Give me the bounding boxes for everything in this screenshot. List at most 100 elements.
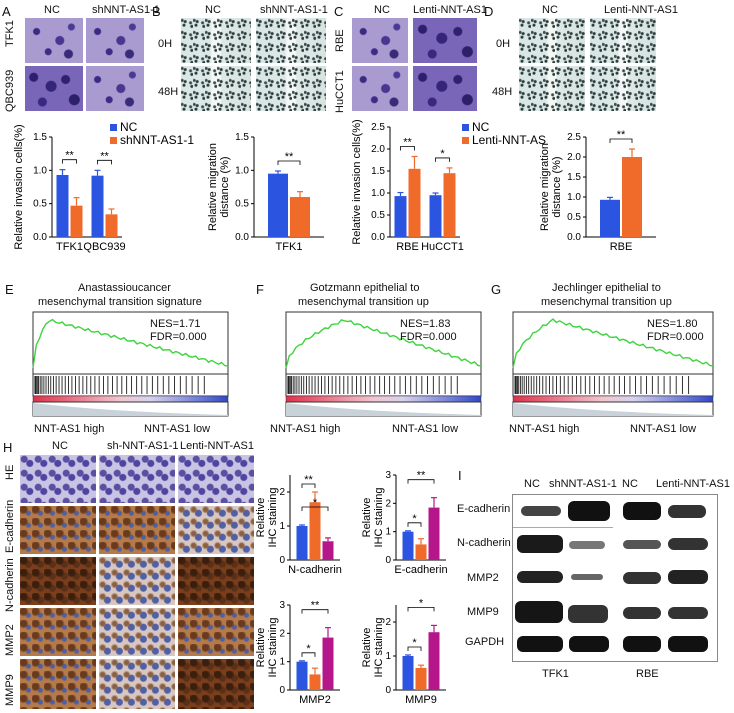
panel-h-col-lenti: Lenti-NNT-AS1 bbox=[180, 440, 254, 452]
significance-label: ** bbox=[304, 474, 313, 486]
ihc-mmp9-nc bbox=[20, 659, 96, 709]
scratch-image-48h-nc bbox=[181, 66, 251, 111]
invasion-image-tfk1-nc bbox=[25, 18, 83, 63]
panel-c-col-nc: NC bbox=[374, 4, 390, 16]
bar bbox=[415, 667, 427, 690]
bar bbox=[622, 157, 642, 237]
gsea-e-right: NNT-AS1 low bbox=[144, 423, 211, 435]
bar bbox=[443, 173, 456, 237]
y-axis-label: distance (%) bbox=[551, 156, 563, 217]
y-tick-label: 1 bbox=[385, 651, 391, 662]
y-tick-label: 1.0 bbox=[371, 188, 385, 199]
y-tick-label: 0.5 bbox=[371, 210, 385, 221]
gsea-e-fdr: FDR=0.000 bbox=[150, 331, 207, 343]
y-tick-label: 1 bbox=[279, 657, 285, 668]
x-tick-label: MMP2 bbox=[299, 694, 331, 706]
y-tick-label: 0.5 bbox=[33, 199, 47, 210]
y-axis-label: Relative bbox=[256, 498, 267, 538]
gsea-f-left: NNT-AS1 high bbox=[270, 423, 341, 435]
significance-bracket bbox=[407, 646, 422, 651]
gsea-g-title-2: mesenchymal transition up bbox=[541, 296, 672, 308]
panel-c-col-lenti: Lenti-NNT-AS1 bbox=[413, 4, 487, 16]
rank-gradient-bar bbox=[32, 395, 229, 403]
legend-swatch bbox=[110, 137, 117, 144]
panel-h-row-mmp9: MMP9 bbox=[4, 674, 16, 706]
blot-row-ncad: N-cadherin bbox=[457, 537, 511, 549]
significance-bracket bbox=[301, 506, 329, 511]
legend-label: shNNT-AS1-1 bbox=[120, 133, 194, 147]
gsea-e-title-1: Anastassioucancer bbox=[78, 282, 171, 294]
y-tick-label: 1 bbox=[279, 521, 285, 532]
y-axis-label: Relative migration bbox=[539, 143, 551, 231]
blot-group-tfk1: TFK1 bbox=[542, 668, 569, 680]
panel-a-col-sh: shNNT-AS1-1 bbox=[92, 4, 160, 16]
gsea-plot-g bbox=[512, 311, 714, 417]
y-tick-label: 2 bbox=[385, 617, 391, 628]
y-axis-label: IHC staining bbox=[373, 488, 385, 548]
scratch-image-0h-sh bbox=[256, 18, 326, 63]
y-axis-label: IHC staining bbox=[267, 488, 279, 548]
y-axis-label: Relative invasion cells(%) bbox=[13, 124, 25, 249]
gsea-g-nes: NES=1.80 bbox=[647, 318, 698, 330]
panel-letter-a: A bbox=[2, 4, 11, 19]
gsea-f-title-2: mesenchymal transition up bbox=[298, 296, 429, 308]
x-tick-label: RBE bbox=[610, 241, 633, 253]
bar bbox=[415, 544, 427, 560]
invasion-image-qbc939-nc bbox=[25, 66, 83, 111]
ihc-mmp9-lenti bbox=[178, 659, 254, 709]
x-tick-label: RBE bbox=[396, 241, 419, 253]
legend-label: Lenti-NNT-AS bbox=[472, 133, 546, 147]
significance-label: * bbox=[412, 637, 417, 649]
ihc-he-sh bbox=[99, 455, 175, 503]
significance-label: ** bbox=[285, 151, 294, 163]
bar-chart-d: 0.0 0.5 1.0 1.5 2.0 2.5 RBE Relative migration d… bbox=[539, 129, 656, 253]
y-axis-label: Relative migration bbox=[207, 143, 219, 231]
significance-bracket bbox=[277, 160, 301, 165]
gsea-plots bbox=[32, 311, 714, 417]
blot-group-rbe: RBE bbox=[636, 668, 659, 680]
ihc-he-lenti bbox=[178, 455, 254, 503]
blot-row-ecad: E-cadherin bbox=[457, 503, 511, 515]
significance-label: * bbox=[313, 497, 318, 509]
significance-bracket bbox=[301, 483, 316, 488]
significance-label: ** bbox=[65, 150, 74, 162]
enrichment-frame bbox=[32, 311, 229, 375]
y-tick-label: 3 bbox=[279, 600, 285, 611]
ihc-ncad-sh bbox=[99, 557, 175, 605]
invasion-image-tfk1-sh bbox=[86, 18, 144, 63]
y-tick-label: 2 bbox=[279, 628, 285, 639]
significance-label: * bbox=[412, 513, 417, 525]
bar-chart-h-ncad: 0 1 2 N-cadherin Relative IHC staining *** bbox=[256, 474, 342, 576]
y-tick-label: 2.0 bbox=[567, 152, 581, 163]
bar bbox=[70, 205, 83, 237]
invasion-image-hucct1-nc bbox=[352, 66, 408, 111]
bar bbox=[309, 674, 321, 690]
bar-chart-h-mmp9: 0 1 2 MMP9 Relative IHC staining * * bbox=[361, 597, 446, 706]
y-axis-label: IHC staining bbox=[267, 618, 279, 678]
significance-label: ** bbox=[617, 129, 626, 141]
ihc-mmp2-nc bbox=[20, 608, 96, 656]
y-tick-label: 1 bbox=[385, 527, 391, 538]
significance-bracket bbox=[301, 652, 316, 657]
y-tick-label: 0.0 bbox=[33, 232, 47, 243]
y-tick-label: 2 bbox=[279, 487, 285, 498]
enrichment-curve bbox=[512, 318, 714, 369]
y-tick-label: 0.0 bbox=[235, 232, 249, 243]
significance-bracket bbox=[435, 157, 450, 162]
bar bbox=[402, 656, 414, 690]
y-tick-label: 2.5 bbox=[371, 122, 385, 133]
y-tick-label: 2.0 bbox=[371, 144, 385, 155]
significance-bracket bbox=[301, 609, 329, 614]
significance-bracket bbox=[407, 522, 422, 527]
gsea-g-fdr: FDR=0.000 bbox=[647, 331, 704, 343]
panel-b-col-sh: shNNT-AS1-1 bbox=[260, 4, 328, 16]
gsea-g-title-1: Jechlinger epithelial to bbox=[552, 282, 661, 294]
ranked-metric-area bbox=[513, 403, 713, 416]
gsea-f-nes: NES=1.83 bbox=[400, 318, 451, 330]
y-tick-label: 0 bbox=[279, 685, 285, 696]
panel-letter-d: D bbox=[484, 4, 494, 19]
invasion-image-hucct1-lenti bbox=[413, 66, 477, 111]
ranked-metric-area bbox=[286, 403, 481, 416]
panel-b-col-nc: NC bbox=[205, 4, 221, 16]
